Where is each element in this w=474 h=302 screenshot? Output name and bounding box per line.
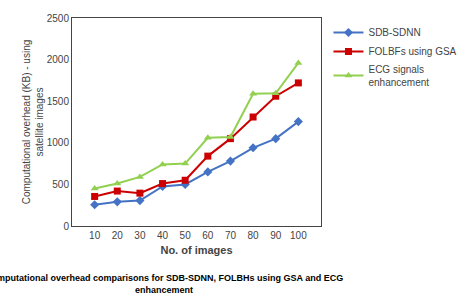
svg-text:No. of images: No. of images [160,244,232,256]
svg-text:2000: 2000 [47,54,70,65]
svg-text:FOLBFs using GSA: FOLBFs using GSA [368,46,456,57]
svg-text:70: 70 [225,230,237,241]
svg-text:100: 100 [290,230,307,241]
svg-text:1000: 1000 [47,137,70,148]
svg-text:ECG signalsenhancement: ECG signalsenhancement [368,64,429,88]
svg-text:90: 90 [270,230,282,241]
svg-text:50: 50 [180,230,192,241]
svg-text:10: 10 [89,230,101,241]
svg-text:SDB-SDNN: SDB-SDNN [368,27,420,38]
svg-text:Computational overhead compari: Computational overhead comparisons for S… [0,273,343,295]
svg-text:Computational overhead (KB) -: Computational overhead (KB) - usingsatel… [21,40,45,205]
svg-text:0: 0 [63,221,69,232]
svg-text:500: 500 [52,179,69,190]
svg-text:1500: 1500 [47,96,70,107]
svg-text:20: 20 [112,230,124,241]
svg-text:40: 40 [157,230,169,241]
svg-text:60: 60 [202,230,214,241]
svg-text:30: 30 [134,230,146,241]
svg-text:80: 80 [248,230,260,241]
svg-text:2500: 2500 [47,13,70,24]
